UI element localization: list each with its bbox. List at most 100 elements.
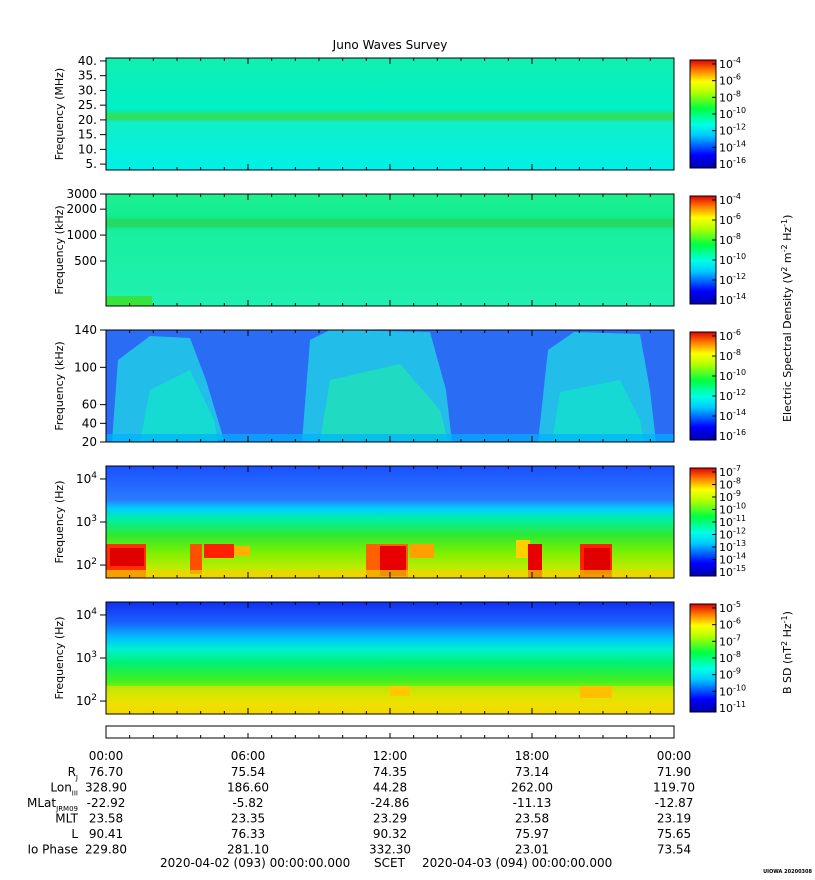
panel-3-colorbar-label: 10-16 xyxy=(719,428,746,443)
panel-3-colorbar-label: 10-6 xyxy=(719,328,741,343)
panel-2-low-edge xyxy=(106,296,152,306)
time-label: 12:00 xyxy=(373,749,408,763)
panel-2-band xyxy=(106,219,674,227)
panel-4-burst-3 xyxy=(204,544,234,558)
panel-1-colorbar-label: 10-4 xyxy=(719,56,741,71)
ephemeris-value: 90.32 xyxy=(373,827,407,841)
panel-2-colorbar-label: 10-8 xyxy=(719,232,741,247)
panel-1-colorbar-label: 10-16 xyxy=(719,156,746,171)
ephemeris-row-label-main: Io Phase xyxy=(27,843,78,857)
panel-4-burst-2 xyxy=(190,544,202,574)
ephemeris-value: 44.28 xyxy=(373,781,407,795)
panel-4-ytick-label: 102 xyxy=(76,557,97,572)
panel-5-colorbar-label: 10-10 xyxy=(719,683,746,698)
panel-4-colorbar-label-exp: -15 xyxy=(733,564,746,573)
panel-2-colorbar-label-exp: -12 xyxy=(733,272,746,281)
panel-4-colorbar-label-exp: -14 xyxy=(733,552,746,561)
panel-2-ylabel: Frequency (kHz) xyxy=(53,205,66,294)
panel-5-colorbar-label-exp: -10 xyxy=(733,683,746,692)
panel-5-ytick-label-base: 10 xyxy=(76,651,91,665)
panel-4-colorbar-label: 10-15 xyxy=(719,564,746,579)
panel-1-colorbar-label: 10-10 xyxy=(719,106,746,121)
panel-2-spectrogram xyxy=(106,194,674,306)
panel-4-colorbar-label: 10-7 xyxy=(719,464,741,479)
panel-1-colorbar-label-exp: -8 xyxy=(733,89,741,98)
ephemeris-row-label: Io Phase xyxy=(27,843,78,857)
panel-3-spectrogram xyxy=(106,330,674,442)
panel-2-ytick-label: 500 xyxy=(74,254,97,268)
colorbar-label-electric-close: ) xyxy=(781,215,794,219)
panel-4-colorbar-label-base: 10 xyxy=(719,491,733,504)
panel-3-burst-2-core xyxy=(320,364,448,442)
panel-3-ytick-label: 100 xyxy=(74,360,97,374)
panel-4-ytick-label-exp: 3 xyxy=(91,514,97,524)
ephemeris-value: 119.70 xyxy=(653,781,695,795)
panel-1-colorbar-label-exp: -6 xyxy=(733,73,741,82)
panel-3-ylabel: Frequency (kHz) xyxy=(53,341,66,430)
ephemeris-value: 332.30 xyxy=(369,843,411,857)
panel-4-colorbar-label: 10-10 xyxy=(719,502,746,517)
panel-1-ytick-label: 35. xyxy=(78,69,97,83)
panel-4-colorbar-label-exp: -10 xyxy=(733,502,746,511)
panel-5-ytick-label: 102 xyxy=(76,693,97,708)
panel-5-ytick-label: 104 xyxy=(76,607,97,622)
panel-3-colorbar-label-base: 10 xyxy=(719,410,733,423)
panel-4-colorbar-label-exp: -9 xyxy=(733,489,741,498)
panel-3-burst-1-core xyxy=(140,370,218,442)
panel-1-colorbar-label: 10-14 xyxy=(719,139,746,154)
panel-3-colorbar-label: 10-10 xyxy=(719,368,746,383)
ephemeris-row-label: MLatJRM09 xyxy=(27,796,78,813)
panel-4-colorbar-label-base: 10 xyxy=(719,529,733,542)
ephemeris-value: 23.01 xyxy=(515,843,549,857)
panel-3-colorbar-label-exp: -8 xyxy=(733,348,741,357)
panel-4-colorbar-label: 10-14 xyxy=(719,552,746,567)
panel-5-colorbar-label-exp: -9 xyxy=(733,667,741,676)
panel-4-ytick-label-exp: 2 xyxy=(91,557,97,567)
panel-5-colorbar-label: 10-11 xyxy=(719,700,746,715)
panel-5-ytick-label-base: 10 xyxy=(76,608,91,622)
ephemeris-value: 73.54 xyxy=(657,843,691,857)
panel-1-colorbar-label-base: 10 xyxy=(719,125,733,138)
ephemeris-value: -22.92 xyxy=(87,796,126,810)
panel-4-colorbar-label-exp: -11 xyxy=(733,514,746,523)
ephemeris-value: 75.97 xyxy=(515,827,549,841)
ephemeris-row-label: L xyxy=(71,827,78,841)
time-label: 00:00 xyxy=(657,749,692,763)
panel-1-ytick-label: 25. xyxy=(78,98,97,112)
panel-3-colorbar-label-exp: -10 xyxy=(733,368,746,377)
ephemeris-value: 75.54 xyxy=(231,765,265,779)
panel-2-heatmap xyxy=(106,194,674,306)
panel-4-ytick-label-base: 10 xyxy=(76,472,91,486)
panel-1-colorbar-label-base: 10 xyxy=(719,141,733,154)
panel-3-colorbar-label: 10-14 xyxy=(719,408,746,423)
panel-5-colorbar-label-base: 10 xyxy=(719,669,733,682)
ephemeris-value: 75.65 xyxy=(657,827,691,841)
panel-5-colorbar-label: 10-9 xyxy=(719,667,741,682)
panel-1-ytick-label: 10. xyxy=(78,142,97,156)
ephemeris-value: 90.41 xyxy=(89,827,123,841)
panel-3-ytick-label: 20 xyxy=(82,435,97,449)
panel-1-colorbar-label: 10-6 xyxy=(719,73,741,88)
ephemeris-value: 262.00 xyxy=(511,781,553,795)
ephemeris-table: 00:00 06:00 12:00 18:00 00:00 RJ 76.70 75.54 74.… xyxy=(27,749,695,857)
panel-4-ytick-label: 104 xyxy=(76,471,97,486)
panel-4-ytick-label: 103 xyxy=(76,514,97,529)
ephemeris-value: 23.58 xyxy=(515,812,549,826)
panel-3-colorbar-label-base: 10 xyxy=(719,390,733,403)
panel-4-colorbar-label-exp: -8 xyxy=(733,477,741,486)
panel-3-colorbar-label-base: 10 xyxy=(719,370,733,383)
panel-5-colorbar-label: 10-8 xyxy=(719,650,741,665)
panel-1-ytick-label: 15. xyxy=(78,128,97,142)
ephemeris-value: 23.35 xyxy=(231,812,265,826)
ephemeris-row-label: LonIII xyxy=(50,781,78,798)
colorbar-label-magnetic-close: ) xyxy=(781,611,794,615)
panel-5-colorbar-label-base: 10 xyxy=(719,685,733,698)
ephemeris-row-label-sub: J xyxy=(75,774,78,782)
panel-2-colorbar-label: 10-12 xyxy=(719,272,746,287)
panel-3-colorbar-label-base: 10 xyxy=(719,350,733,363)
colorbar-label-electric-exp2: -2 xyxy=(780,244,789,252)
panel-3-colorbar-label: 10-8 xyxy=(719,348,741,363)
panel-1-colorbar-label-base: 10 xyxy=(719,91,733,104)
panel-3-colorbar xyxy=(689,331,717,441)
panel-3-colorbar-label-exp: -14 xyxy=(733,408,746,417)
